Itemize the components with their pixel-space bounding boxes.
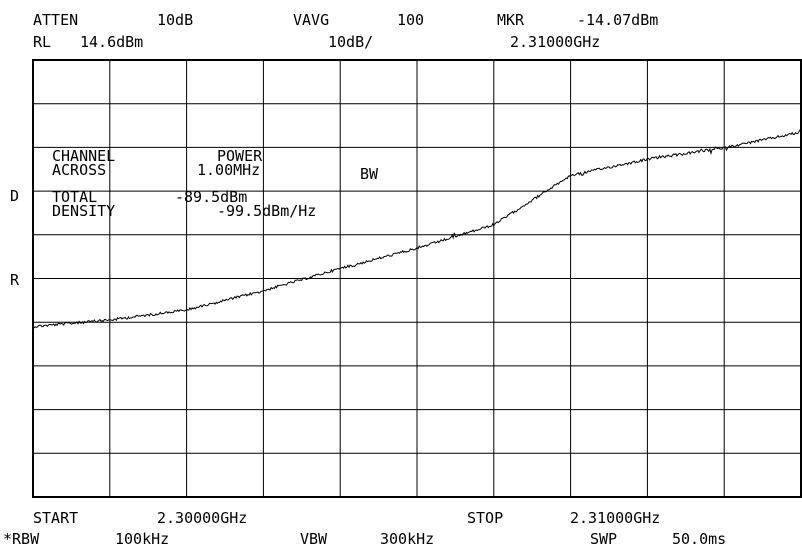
- stop-label: STOP: [467, 509, 504, 527]
- reference-level-label: RL: [33, 33, 52, 51]
- reference-label: R: [10, 271, 20, 289]
- spectrum-trace: [32, 129, 802, 329]
- power-label: POWER: [217, 147, 263, 165]
- vbw-label: VBW: [300, 530, 328, 548]
- start-label: START: [33, 509, 79, 527]
- channel-label: CHANNEL: [52, 147, 116, 165]
- density-label: DENSITY: [52, 202, 116, 220]
- atten-value: 10dB: [157, 11, 194, 29]
- power-density-value: -99.5dBm/Hz: [217, 202, 317, 220]
- rbw-value: 100kHz: [115, 530, 170, 548]
- sweep-time: 50.0ms: [672, 530, 727, 548]
- scale-per-division: 10dB/: [328, 33, 374, 51]
- marker-label: MKR: [497, 11, 525, 29]
- graticule: [32, 59, 802, 498]
- atten-label: ATTEN: [33, 11, 79, 29]
- marker-frequency: 2.31000GHz: [510, 33, 601, 51]
- vbw-value: 300kHz: [380, 530, 435, 548]
- marker-amplitude: -14.07dBm: [577, 11, 659, 29]
- channel-bandwidth-value: 1.00MHz: [197, 161, 261, 179]
- sweep-label: SWP: [590, 530, 618, 548]
- detector-label: D: [10, 187, 20, 205]
- bw-label: BW: [360, 165, 379, 183]
- vavg-value: 100: [397, 11, 425, 29]
- rbw-label: *RBW: [3, 530, 40, 548]
- total-power-value: -89.5dBm: [175, 188, 248, 206]
- stop-frequency: 2.31000GHz: [570, 509, 661, 527]
- start-frequency: 2.30000GHz: [157, 509, 248, 527]
- vavg-label: VAVG: [293, 11, 330, 29]
- total-label: TOTAL: [52, 188, 98, 206]
- reference-level-value: 14.6dBm: [80, 33, 144, 51]
- across-label: ACROSS: [52, 161, 107, 179]
